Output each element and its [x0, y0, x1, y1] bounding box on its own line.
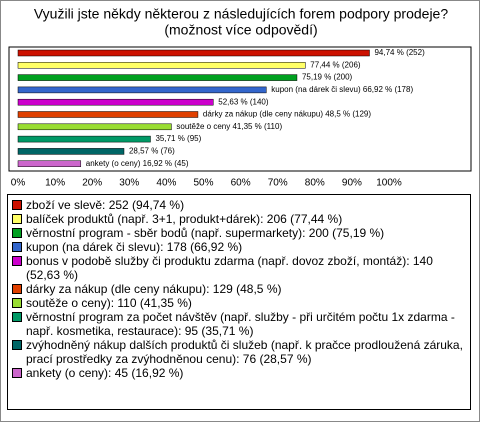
legend-item: soutěže o ceny): 110 (41,35 %): [12, 296, 466, 310]
x-tick-label: 30%: [119, 178, 139, 189]
legend-swatch: [12, 340, 22, 350]
chart-subtitle: (možnost více odpovědí): [164, 22, 317, 38]
data-label: ankety (o ceny) 16,92 % (45): [86, 159, 189, 168]
data-label: 94,74 % (252): [374, 48, 425, 57]
bar: [17, 123, 172, 131]
legend-swatch: [12, 368, 22, 378]
bar: [17, 111, 199, 118]
legend-label: kupon (na dárek či slevu): 178 (66,92 %): [26, 240, 243, 254]
data-label: kupon (na dárek či slevu) 66,92 % (178): [271, 85, 413, 94]
legend-label: věrnostní program za počet návštěv (např…: [26, 310, 455, 338]
data-label: 52,63 % (140): [218, 97, 269, 106]
plot-area: [8, 46, 472, 172]
x-tick-label: 60%: [231, 178, 251, 189]
bar: [17, 74, 298, 81]
bar: [17, 160, 82, 167]
legend-item: zvýhodněný nákup dalších produktů či slu…: [12, 338, 466, 366]
legend-label: zboží ve slevě: 252 (94,74 %): [26, 198, 185, 212]
bar: [17, 135, 151, 143]
legend-item: balíček produktů (např. 3+1, produkt+dár…: [12, 212, 466, 226]
legend-label: bonus v podobě služby či produktu zdarma…: [26, 254, 433, 282]
x-tick-label: 50%: [193, 178, 213, 189]
data-label: 75,19 % (200): [302, 73, 353, 82]
legend-label: balíček produktů (např. 3+1, produkt+dár…: [26, 212, 343, 226]
legend-item: věrnostní program za počet návštěv (např…: [12, 310, 466, 338]
legend-label: dárky za nákup (dle ceny nákupu): 129 (4…: [26, 282, 282, 296]
legend-swatch: [12, 242, 22, 252]
legend-item: ankety (o ceny): 45 (16,92 %): [12, 366, 466, 380]
legend-item: věrnostní program - sběr bodů (např. sup…: [12, 226, 466, 240]
bar: [17, 148, 125, 155]
data-label: 77,44 % (206): [310, 60, 361, 69]
x-tick-label: 70%: [268, 178, 288, 189]
legend-swatch: [12, 284, 22, 294]
bar: [17, 98, 214, 106]
data-label: 35,71 % (95): [155, 134, 201, 143]
legend-label: soutěže o ceny): 110 (41,35 %): [26, 296, 192, 310]
chart: Využili jste někdy některou z následujíc…: [8, 6, 472, 189]
bar: [17, 49, 370, 57]
legend-label: zvýhodněný nákup dalších produktů či slu…: [26, 338, 463, 366]
legend: zboží ve slevě: 252 (94,74 %) balíček pro…: [7, 194, 471, 410]
x-tick-label: 40%: [156, 178, 176, 189]
legend-item: bonus v podobě služby či produktu zdarma…: [12, 254, 466, 282]
legend-swatch: [12, 312, 22, 322]
legend-swatch: [12, 298, 22, 308]
chart-title: Využili jste někdy některou z následujíc…: [34, 6, 448, 22]
data-label: soutěže o ceny 41,35 % (110): [176, 122, 282, 131]
legend-swatch: [12, 256, 22, 266]
legend-label: věrnostní program - sběr bodů (např. sup…: [26, 226, 385, 240]
legend-item: kupon (na dárek či slevu): 178 (66,92 %): [12, 240, 466, 254]
x-tick-label: 90%: [342, 178, 362, 189]
bar: [17, 62, 306, 69]
x-tick-label: 20%: [82, 178, 102, 189]
bar: [17, 86, 267, 94]
legend-item: dárky za nákup (dle ceny nákupu): 129 (4…: [12, 282, 466, 296]
x-tick-label: 100%: [376, 178, 402, 189]
data-label: dárky za nákup (dle ceny nákupu) 48,5 % …: [203, 110, 371, 119]
data-label: 28,57 % (76): [129, 147, 175, 156]
x-tick-label: 80%: [305, 178, 325, 189]
x-tick-label: 10%: [45, 178, 65, 189]
legend-swatch: [12, 200, 22, 210]
x-tick-label: 0%: [11, 178, 26, 189]
legend-swatch: [12, 214, 22, 224]
legend-item: zboží ve slevě: 252 (94,74 %): [12, 198, 466, 212]
legend-label: ankety (o ceny): 45 (16,92 %): [26, 366, 184, 380]
legend-swatch: [12, 228, 22, 238]
